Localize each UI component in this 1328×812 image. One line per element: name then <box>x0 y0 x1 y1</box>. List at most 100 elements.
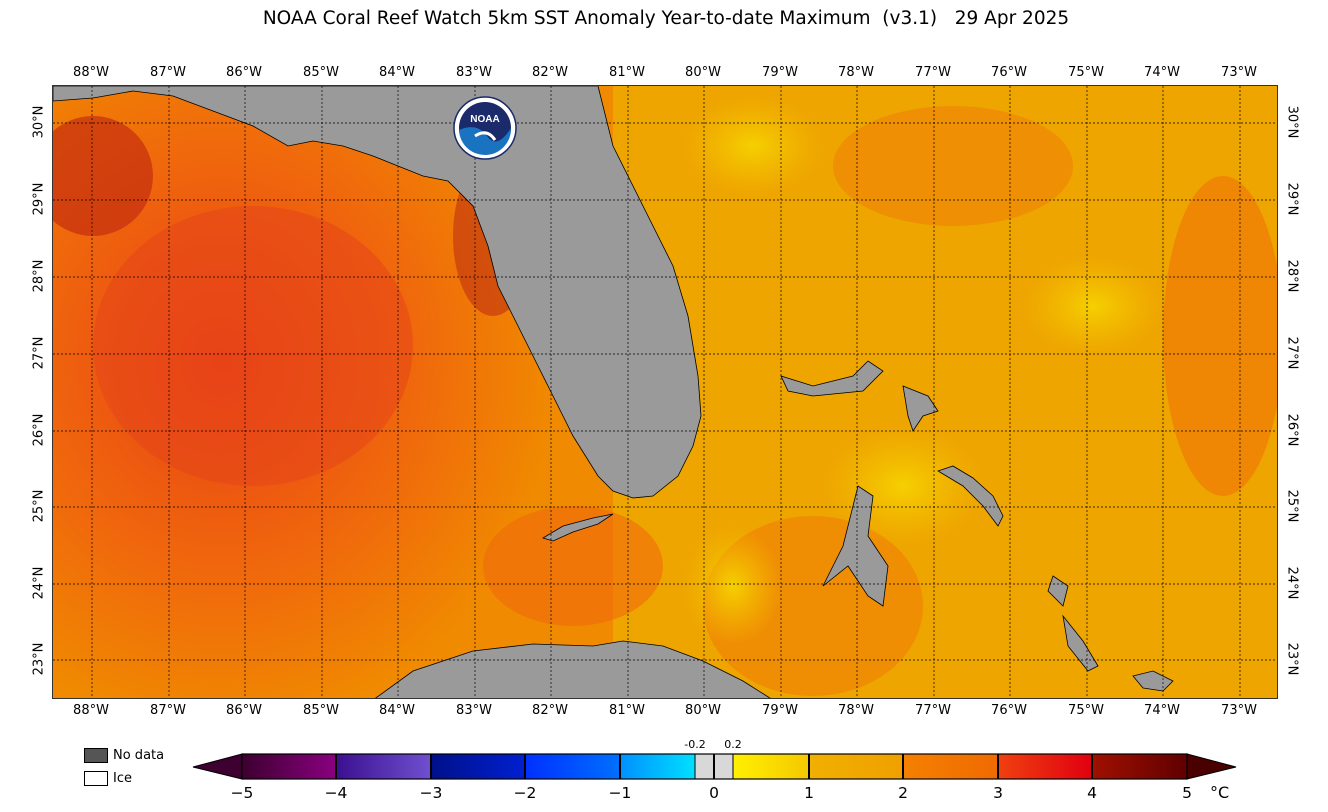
colorbar-label: 3 <box>993 784 1003 802</box>
colorbar-segment <box>998 754 1092 779</box>
abaco-island <box>902 385 939 432</box>
colorbar-label: 1 <box>804 784 814 802</box>
lon-label: 82°W <box>532 703 568 718</box>
gulf-hot-core <box>53 116 153 236</box>
lat-label: 30°N <box>1284 105 1300 139</box>
colorbar-ticks <box>335 754 1093 779</box>
keys-warm <box>483 506 663 626</box>
lon-label: 79°W <box>762 703 798 718</box>
ice-swatch <box>84 771 108 786</box>
no-data-swatch <box>84 748 108 763</box>
colorbar-segment <box>733 754 809 779</box>
gulf-hot-core <box>93 206 413 486</box>
bahamas-mild <box>823 426 983 546</box>
lon-label: 84°W <box>379 65 415 80</box>
lon-label: 85°W <box>303 703 339 718</box>
no-data-label: No data <box>113 748 165 763</box>
lat-label: 24°N <box>31 566 47 600</box>
lat-label: 28°N <box>31 259 47 293</box>
lon-label: 78°W <box>838 65 874 80</box>
atlantic-mild <box>683 96 823 196</box>
lon-label: 85°W <box>303 65 339 80</box>
lon-label: 84°W <box>379 703 415 718</box>
colorbar-min-arrow <box>192 753 243 780</box>
lon-label: 77°W <box>915 703 951 718</box>
colorbar <box>192 753 1237 780</box>
lon-label: 75°W <box>1068 703 1104 718</box>
colorbar-segment <box>903 754 998 779</box>
colorbar-label: 0 <box>709 784 719 802</box>
colorbar-label: 5 <box>1182 784 1192 802</box>
lat-label: 26°N <box>31 413 47 447</box>
lon-label: 74°W <box>1144 703 1180 718</box>
cuba-land <box>375 640 771 698</box>
sst-anomaly-map: NOAA <box>52 85 1278 699</box>
colorbar-label: 2 <box>898 784 908 802</box>
lon-label: 83°W <box>456 703 492 718</box>
atlantic-warm <box>833 106 1073 226</box>
lon-label: 87°W <box>150 703 186 718</box>
lon-label: 81°W <box>609 65 645 80</box>
lat-label: 23°N <box>31 642 47 676</box>
lon-label: 74°W <box>1144 65 1180 80</box>
ice-label: Ice <box>113 771 132 786</box>
colorbar-segment <box>336 754 431 779</box>
atlantic-mild <box>1023 256 1163 356</box>
florida-land <box>53 86 702 499</box>
colorbar-segment <box>525 754 620 779</box>
lon-label: 88°W <box>73 703 109 718</box>
colorbar-max-arrow <box>1186 753 1237 780</box>
colorbar-label: −1 <box>608 784 632 802</box>
lat-label: 28°N <box>1284 259 1300 293</box>
lon-label: 73°W <box>1221 703 1257 718</box>
lon-label: 82°W <box>532 65 568 80</box>
lon-label: 79°W <box>762 65 798 80</box>
andros-island <box>822 485 889 607</box>
bahama-cay <box>1047 575 1069 607</box>
lat-label: 27°N <box>1284 336 1300 370</box>
colorbar-label: −3 <box>419 784 443 802</box>
colorbar-segment <box>242 754 336 779</box>
noaa-logo-icon: NOAA <box>453 96 517 160</box>
lat-label: 29°N <box>31 182 47 216</box>
lon-label: 77°W <box>915 65 951 80</box>
lat-label: 26°N <box>1284 413 1300 447</box>
colorbar-label: −4 <box>324 784 348 802</box>
lon-label: 81°W <box>609 703 645 718</box>
atlantic-warm <box>1163 176 1277 496</box>
graticule <box>53 86 1277 698</box>
colorbar-segment <box>809 754 903 779</box>
lon-label: 75°W <box>1068 65 1104 80</box>
lat-label: 24°N <box>1284 566 1300 600</box>
colorbar-segment <box>1092 754 1187 779</box>
noaa-logo-text: NOAA <box>470 114 499 125</box>
lat-label: 30°N <box>31 105 47 139</box>
lon-label: 76°W <box>991 703 1027 718</box>
map-svg: NOAA <box>53 86 1277 698</box>
colorbar-segment <box>620 754 695 779</box>
map-title: NOAA Coral Reef Watch 5km SST Anomaly Ye… <box>262 8 1070 29</box>
colorbar-label-pos-small: 0.2 <box>724 738 742 751</box>
lon-label: 86°W <box>226 65 262 80</box>
colorbar-unit: °C <box>1210 783 1230 802</box>
lon-label: 83°W <box>456 65 492 80</box>
straits-mild <box>683 526 783 646</box>
eleuthera-island <box>937 465 1004 527</box>
lat-label: 23°N <box>1284 642 1300 676</box>
colorbar-minor-ticks <box>694 754 734 779</box>
lon-label: 76°W <box>991 65 1027 80</box>
lat-label: 25°N <box>1284 489 1300 523</box>
lon-label: 80°W <box>685 703 721 718</box>
lat-label: 29°N <box>1284 182 1300 216</box>
grand-bahama <box>780 360 884 397</box>
colorbar-segment <box>431 754 525 779</box>
lon-label: 88°W <box>73 65 109 80</box>
florida-keys <box>542 513 614 542</box>
colorbar-label: −2 <box>513 784 537 802</box>
colorbar-label: 4 <box>1087 784 1097 802</box>
lat-label: 25°N <box>31 489 47 523</box>
colorbar-label: −5 <box>230 784 254 802</box>
lon-label: 80°W <box>685 65 721 80</box>
lon-label: 78°W <box>838 703 874 718</box>
lon-label: 86°W <box>226 703 262 718</box>
